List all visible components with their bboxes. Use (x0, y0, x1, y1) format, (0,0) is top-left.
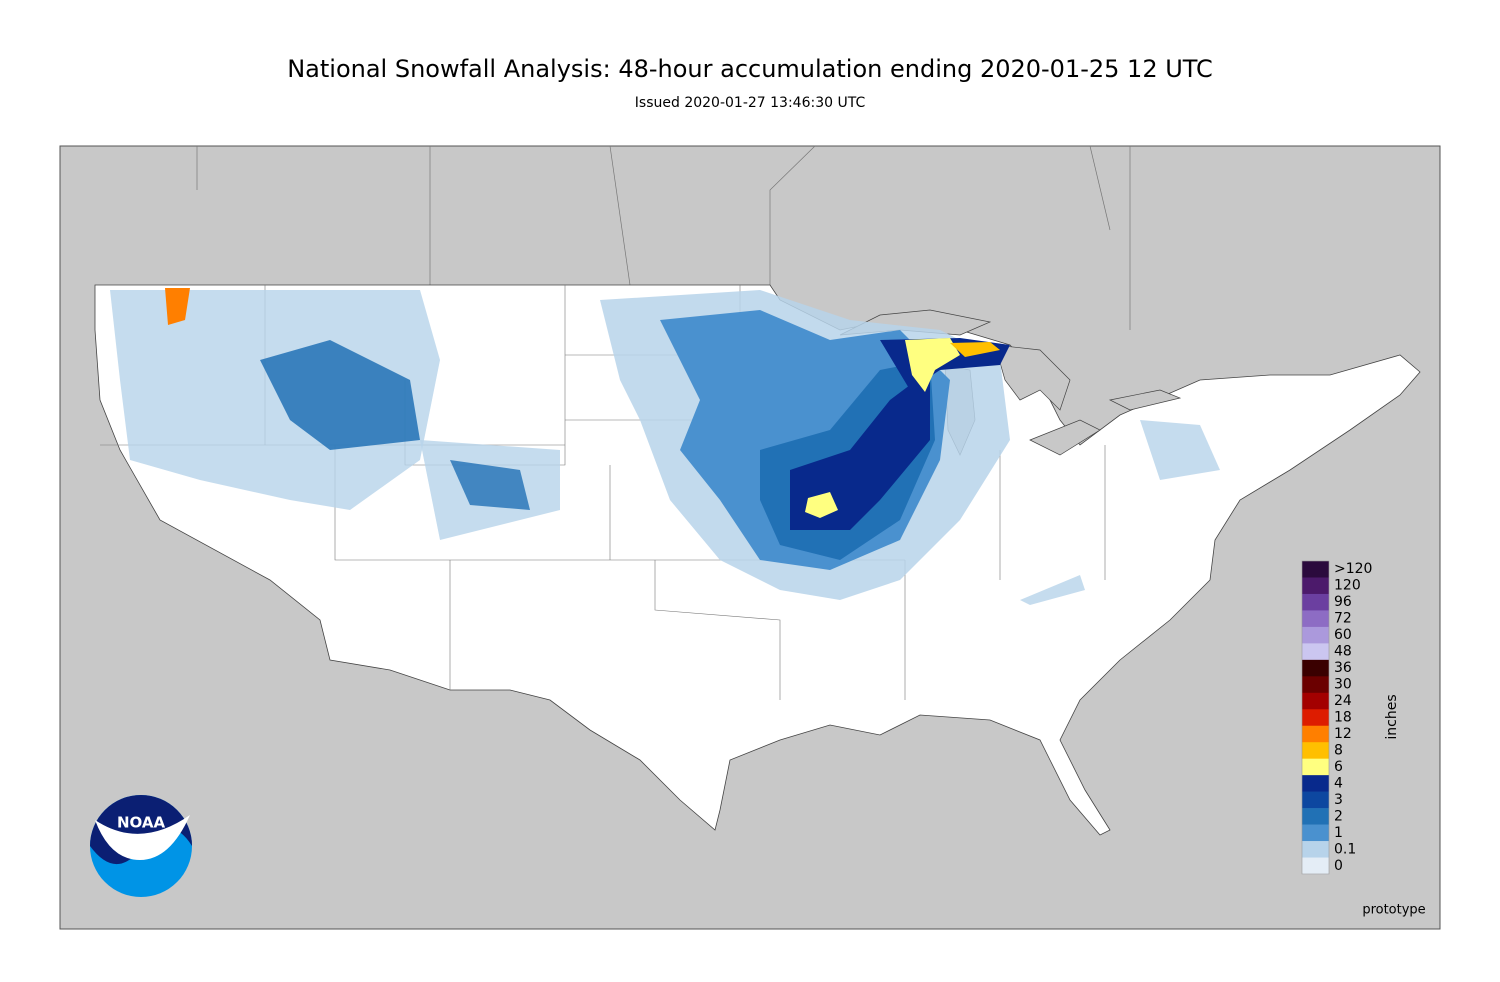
legend-label: 0.1 (1334, 841, 1356, 857)
legend-label: 12 (1334, 726, 1352, 742)
legend-swatch (1302, 742, 1329, 759)
legend-swatch (1302, 758, 1329, 776)
legend-label: 6 (1334, 759, 1343, 775)
legend-swatch (1302, 791, 1329, 809)
legend-swatch (1302, 561, 1329, 578)
map: NOAA prototype (59, 145, 1441, 930)
legend-swatch (1302, 676, 1329, 694)
legend-unit: inches (1384, 694, 1400, 739)
legend-label: 72 (1334, 611, 1352, 627)
snowfall (110, 288, 1220, 605)
legend-label: 30 (1334, 677, 1352, 693)
legend-label: 96 (1334, 594, 1352, 610)
legend-label: 24 (1334, 693, 1352, 709)
legend-label: 2 (1334, 808, 1343, 824)
legend-swatch (1302, 593, 1329, 611)
legend-label: 120 (1334, 578, 1361, 594)
legend-swatch (1302, 626, 1329, 644)
legend-swatch (1302, 857, 1329, 875)
title: National Snowfall Analysis: 48-hour accu… (287, 55, 1213, 83)
legend-swatch (1302, 841, 1329, 858)
legend-swatch (1302, 610, 1329, 628)
legend-label: 8 (1334, 742, 1343, 758)
legend-swatch (1302, 577, 1329, 595)
prototype-note: prototype (1362, 903, 1425, 918)
legend-label: 36 (1334, 660, 1352, 676)
legend-swatch (1302, 659, 1329, 677)
legend-label: 18 (1334, 710, 1352, 726)
legend-label: >120 (1334, 561, 1372, 577)
legend-swatch (1302, 643, 1329, 661)
legend-swatch (1302, 824, 1329, 842)
legend-swatch (1302, 709, 1329, 727)
legend-label: 3 (1334, 792, 1343, 808)
legend-label: 48 (1334, 644, 1352, 660)
legend-swatch (1302, 808, 1329, 825)
legend-label: 1 (1334, 825, 1343, 841)
noaa-logo: NOAA (90, 795, 192, 897)
legend-outline (1301, 560, 1330, 875)
legend-label: 60 (1334, 627, 1352, 643)
borders (196, 145, 1131, 330)
legend-swatch (1302, 725, 1329, 743)
logo-text: NOAA (117, 814, 166, 832)
legend-label: 4 (1334, 775, 1343, 791)
legend-swatch (1302, 775, 1329, 792)
subtitle: Issued 2020-01-27 13:46:30 UTC (635, 95, 866, 111)
legend-swatch (1302, 692, 1329, 710)
legend-label: 0 (1334, 858, 1343, 874)
legend: inches >1201209672604836302418128643210.… (1301, 560, 1400, 875)
